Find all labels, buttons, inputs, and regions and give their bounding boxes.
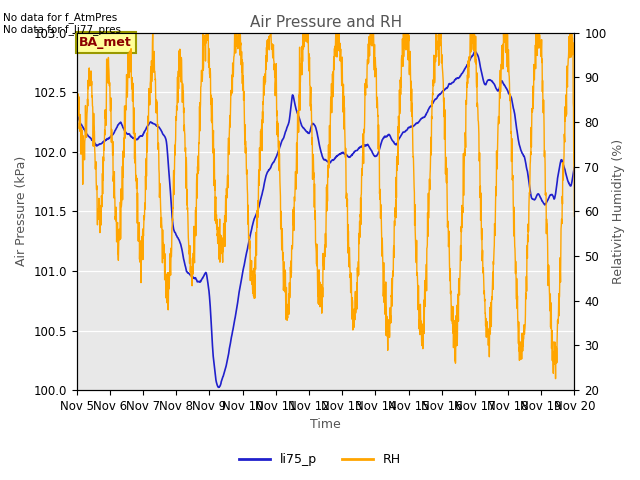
Text: BA_met: BA_met — [79, 36, 132, 49]
Text: No data for f_AtmPres
No data for f_li77_pres: No data for f_AtmPres No data for f_li77… — [3, 12, 121, 36]
X-axis label: Time: Time — [310, 419, 341, 432]
Y-axis label: Relativity Humidity (%): Relativity Humidity (%) — [612, 139, 625, 284]
Y-axis label: Air Pressure (kPa): Air Pressure (kPa) — [15, 156, 28, 266]
Legend: li75_p, RH: li75_p, RH — [234, 448, 406, 471]
Title: Air Pressure and RH: Air Pressure and RH — [250, 15, 402, 30]
